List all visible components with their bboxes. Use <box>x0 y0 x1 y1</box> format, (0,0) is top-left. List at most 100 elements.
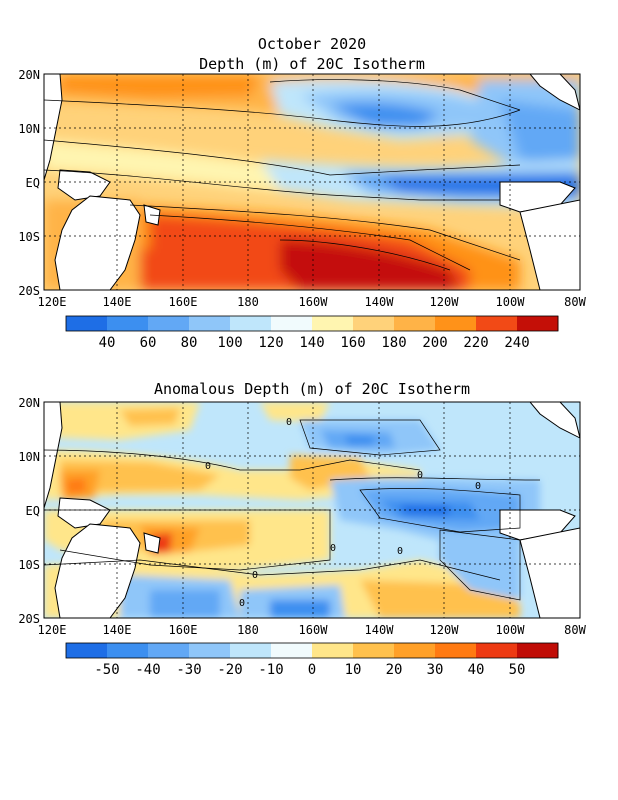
chart2-colorbar-swatch <box>189 643 231 658</box>
chart2-ytick-10N: 10N <box>18 450 40 464</box>
chart2-land <box>44 402 580 618</box>
chart1-colorbar-swatch <box>230 316 272 331</box>
chart2-xtick-100W: 100W <box>496 623 526 637</box>
chart2-colorbar-swatch <box>517 643 559 658</box>
chart1-xtick-180: 180 <box>237 295 259 309</box>
chart1-ytick-20S: 20S <box>18 284 40 298</box>
chart2-colorbar-tick-label: -40 <box>135 662 160 678</box>
chart1-colorbar-frame <box>65 315 559 332</box>
chart2-x-axis: 120E 140E 160E 180 160W 140W 120W 100W 8… <box>38 623 587 637</box>
chart2-colorbar-tick-label: -30 <box>176 662 201 678</box>
chart2-colorbar-swatch <box>312 643 354 658</box>
chart1-xtick-140W: 140W <box>365 295 395 309</box>
chart2-colorbar-frame <box>65 642 559 659</box>
contour-label: 0 <box>252 570 258 581</box>
chart2-colorbar-swatch <box>394 643 436 658</box>
chart2-plot: 0 0 0 0 0 0 0 0 <box>44 402 580 618</box>
chart1-xtick-160E: 160E <box>169 295 198 309</box>
chart2-colorbar-swatch <box>107 643 149 658</box>
chart1-xtick-140E: 140E <box>103 295 132 309</box>
chart1-colorbar-tick-label: 40 <box>99 335 116 351</box>
chart2-colorbar-tick-label: 20 <box>386 662 403 678</box>
chart2-xtick-120W: 120W <box>430 623 460 637</box>
chart2-contours <box>44 419 541 601</box>
chart2-colorbar-tick-label: 0 <box>308 662 316 678</box>
chart1-colorbar-swatch <box>435 316 477 331</box>
contour-label: 0 <box>239 598 245 609</box>
chart2-colorbar-swatch <box>148 643 190 658</box>
chart2-xtick-140E: 140E <box>103 623 132 637</box>
chart2-colorbar-swatch <box>353 643 395 658</box>
chart2-xtick-180: 180 <box>237 623 259 637</box>
chart1-y-axis: 20N 10N EQ 10S 20S <box>18 68 40 298</box>
chart1-colorbar-swatch <box>66 316 108 331</box>
chart1-colorbar-swatch <box>107 316 149 331</box>
contour-label: 0 <box>397 546 403 557</box>
chart1-xtick-100W: 100W <box>496 295 526 309</box>
chart2-colorbar-tick-label: -50 <box>94 662 119 678</box>
chart2-ytick-EQ: EQ <box>26 504 40 518</box>
chart2-colorbar-tick-label: -10 <box>258 662 283 678</box>
chart1-colorbar-swatch <box>148 316 190 331</box>
chart1-xtick-80W: 80W <box>564 295 586 309</box>
chart2-colorbar-tick-label: 40 <box>468 662 485 678</box>
chart1-ytick-20N: 20N <box>18 68 40 82</box>
chart1-xtick-120W: 120W <box>430 295 460 309</box>
chart1-colorbar-tick-label: 120 <box>258 335 283 351</box>
chart2-ytick-20S: 20S <box>18 612 40 626</box>
chart1-plot <box>44 74 580 290</box>
chart1-ytick-EQ: EQ <box>26 176 40 190</box>
chart1-colorbar-tick-label: 80 <box>181 335 198 351</box>
contour-label: 0 <box>330 543 336 554</box>
chart2-colorbar-tick-label: 10 <box>345 662 362 678</box>
chart1-colorbar-tick-label: 100 <box>217 335 242 351</box>
chart2-colorbar: -50 -40 -30 -20 -10 0 10 20 30 40 50 <box>65 642 559 678</box>
chart1-title: October 2020 <box>258 35 366 53</box>
chart2-colorbar-tick-label: -20 <box>217 662 242 678</box>
chart1-colorbar-swatch <box>476 316 518 331</box>
chart1-xtick-160W: 160W <box>299 295 329 309</box>
chart1-colorbar-swatch <box>517 316 559 331</box>
chart2-colorbar-tick-label: 50 <box>509 662 526 678</box>
chart2-grid <box>44 402 580 618</box>
chart1-colorbar-tick-label: 220 <box>463 335 488 351</box>
chart1-ytick-10N: 10N <box>18 122 40 136</box>
chart1-colorbar-tick-label: 140 <box>299 335 324 351</box>
chart2-colorbar-swatch <box>66 643 108 658</box>
chart2-ytick-10S: 10S <box>18 558 40 572</box>
chart2-ytick-20N: 20N <box>18 396 40 410</box>
chart1-ytick-10S: 10S <box>18 230 40 244</box>
chart2-colorbar-swatch <box>476 643 518 658</box>
chart2-frame <box>43 401 581 619</box>
chart1-frame <box>43 73 581 291</box>
chart2-y-axis: 20N 10N EQ 10S 20S <box>18 396 40 626</box>
chart1-colorbar-swatch <box>189 316 231 331</box>
chart1-land <box>44 74 580 290</box>
contour-label: 0 <box>417 470 423 481</box>
chart2-colorbar-swatch <box>230 643 272 658</box>
chart1-colorbar-swatch <box>271 316 313 331</box>
contour-label: 0 <box>205 461 211 472</box>
chart2-colorbar-swatch <box>271 643 313 658</box>
chart2-contour-labels: 0 0 0 0 0 0 0 0 <box>205 417 481 609</box>
chart1-grid <box>44 74 580 290</box>
chart1-colorbar-tick-label: 240 <box>504 335 529 351</box>
chart2-title: Anomalous Depth (m) of 20C Isotherm <box>154 380 470 398</box>
chart2-colorbar-swatch <box>435 643 477 658</box>
chart2-xtick-140W: 140W <box>365 623 395 637</box>
chart2-xtick-160E: 160E <box>169 623 198 637</box>
chart1-colorbar-tick-label: 160 <box>340 335 365 351</box>
chart2-xtick-80W: 80W <box>564 623 586 637</box>
chart1-colorbar: 40 60 80 100 120 140 160 180 200 220 240 <box>65 315 559 351</box>
chart1-xtick-120E: 120E <box>38 295 67 309</box>
chart1-subtitle: Depth (m) of 20C Isotherm <box>199 55 425 73</box>
chart2-colorbar-tick-label: 30 <box>427 662 444 678</box>
chart1-colorbar-swatch <box>312 316 354 331</box>
chart2-xtick-120E: 120E <box>38 623 67 637</box>
chart1-colorbar-tick-label: 180 <box>381 335 406 351</box>
chart1-x-axis: 120E 140E 160E 180 160W 140W 120W 100W 8… <box>38 295 587 309</box>
chart2-xtick-160W: 160W <box>299 623 329 637</box>
contour-label: 0 <box>286 417 292 428</box>
chart1-colorbar-tick-label: 200 <box>422 335 447 351</box>
